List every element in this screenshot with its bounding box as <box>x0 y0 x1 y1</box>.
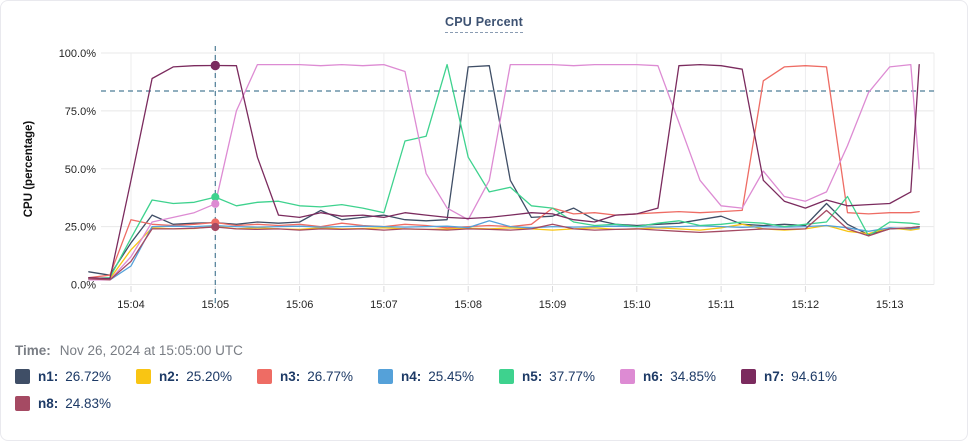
time-label: Time: <box>15 343 51 358</box>
series-n1 <box>88 65 920 276</box>
legend-item-n1[interactable]: n1: 26.72% <box>15 369 136 384</box>
legend-swatch-n4 <box>378 369 393 384</box>
y-tick-label: 75.0% <box>65 106 96 118</box>
x-tick-label: 15:13 <box>876 299 904 311</box>
x-tick-label: 15:11 <box>708 299 735 311</box>
legend-name-n3: n3: <box>280 369 301 384</box>
legend-name-n5: n5: <box>522 369 543 384</box>
legend-name-n6: n6: <box>643 369 664 384</box>
x-tick-label: 15:10 <box>623 299 651 311</box>
legend-value-n7: 94.61% <box>791 369 838 384</box>
chart-title-text: CPU Percent <box>445 15 523 33</box>
x-tick-label: 15:07 <box>370 299 398 311</box>
crosshair-marker-n6 <box>211 199 220 208</box>
time-value: Nov 26, 2024 at 15:05:00 UTC <box>59 343 243 358</box>
legend-name-n7: n7: <box>764 369 785 384</box>
series-n2 <box>88 223 920 281</box>
y-tick-label: 25.0% <box>65 222 96 234</box>
legend-swatch-n1 <box>15 369 30 384</box>
y-axis-title: CPU (percentage) <box>23 121 35 218</box>
series-n5 <box>88 63 920 280</box>
series-n4 <box>88 220 920 281</box>
legend-swatch-n8 <box>15 396 30 411</box>
crosshair-marker-n5 <box>211 193 220 202</box>
legend-value-n4: 25.45% <box>428 369 475 384</box>
legend-value-n2: 25.20% <box>186 369 233 384</box>
series-n8 <box>88 209 920 281</box>
x-tick-label: 15:09 <box>539 299 567 311</box>
legend-item-n8[interactable]: n8: 24.83% <box>15 396 136 411</box>
legend-item-n7[interactable]: n7: 94.61% <box>741 369 862 384</box>
legend-name-n1: n1: <box>38 369 59 384</box>
y-tick-label: 50.0% <box>65 164 96 176</box>
x-tick-label: 15:08 <box>454 299 482 311</box>
series-n6 <box>88 63 920 281</box>
legend-item-n6[interactable]: n6: 34.85% <box>620 369 741 384</box>
time-row: Time: Nov 26, 2024 at 15:05:00 UTC <box>15 343 243 358</box>
legend-swatch-n2 <box>136 369 151 384</box>
chart-title[interactable]: CPU Percent <box>1 13 967 33</box>
legend-value-n8: 24.83% <box>65 396 112 411</box>
series-n7 <box>88 63 920 280</box>
x-tick-label: 15:06 <box>286 299 314 311</box>
legend-swatch-n6 <box>620 369 635 384</box>
legend-swatch-n5 <box>499 369 514 384</box>
x-tick-label: 15:04 <box>117 299 145 311</box>
legend-item-n3[interactable]: n3: 26.77% <box>257 369 378 384</box>
legend-name-n2: n2: <box>159 369 180 384</box>
legend-swatch-n7 <box>741 369 756 384</box>
legend-swatch-n3 <box>257 369 272 384</box>
x-tick-label: 15:12 <box>792 299 820 311</box>
x-tick-label: 15:05 <box>202 299 230 311</box>
legend-value-n3: 26.77% <box>307 369 354 384</box>
legend-item-n4[interactable]: n4: 25.45% <box>378 369 499 384</box>
legend-value-n1: 26.72% <box>65 369 112 384</box>
y-tick-label: 0.0% <box>71 280 96 292</box>
y-tick-label: 100.0% <box>59 48 97 60</box>
legend-item-n2[interactable]: n2: 25.20% <box>136 369 257 384</box>
legend-value-n5: 37.77% <box>549 369 596 384</box>
crosshair-marker-n8 <box>211 222 220 232</box>
legend: n1: 26.72% n2: 25.20% n3: 26.77% n4: 25.45% n5: 3… <box>15 369 955 411</box>
cpu-chart[interactable]: 15:04 15:05 15:06 15:07 15:08 15:09 15:10 15:11… <box>1 1 968 323</box>
crosshair-marker-n7 <box>210 60 221 71</box>
legend-item-n5[interactable]: n5: 37.77% <box>499 369 620 384</box>
legend-name-n8: n8: <box>38 396 59 411</box>
legend-value-n6: 34.85% <box>670 369 717 384</box>
legend-name-n4: n4: <box>401 369 422 384</box>
